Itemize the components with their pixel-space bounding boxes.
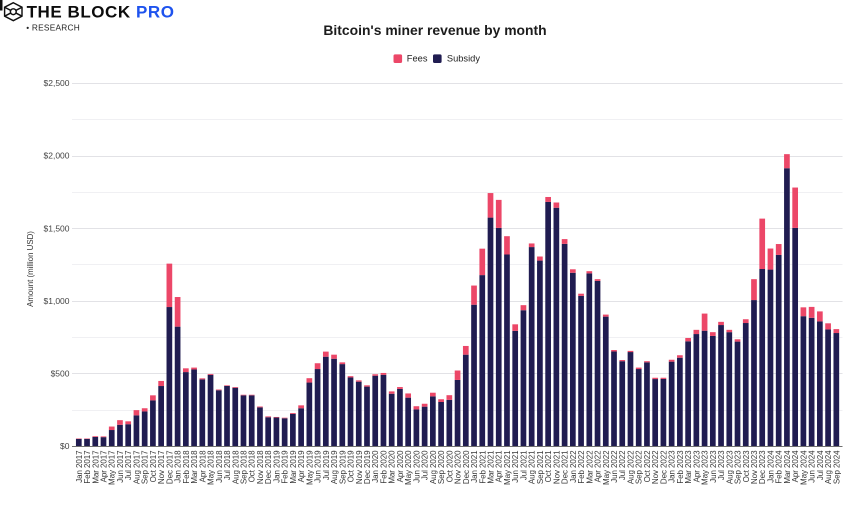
svg-text:• RESEARCH: • RESEARCH <box>26 23 80 33</box>
svg-text:THE BLOCK PRO: THE BLOCK PRO <box>27 2 175 21</box>
svg-text:$500: $500 <box>51 369 70 379</box>
svg-text:Sep 2024: Sep 2024 <box>832 450 841 484</box>
svg-text:Subsidy: Subsidy <box>447 54 480 64</box>
svg-text:$2,500: $2,500 <box>44 78 70 88</box>
svg-text:Fees: Fees <box>407 54 428 64</box>
svg-text:Amount (million USD): Amount (million USD) <box>26 231 35 307</box>
svg-text:$0: $0 <box>60 441 70 451</box>
svg-text:$1,000: $1,000 <box>44 296 70 306</box>
svg-text:$2,000: $2,000 <box>44 151 70 161</box>
svg-text:Bitcoin's miner revenue by mon: Bitcoin's miner revenue by month <box>323 22 546 38</box>
svg-text:$1,500: $1,500 <box>44 223 70 233</box>
